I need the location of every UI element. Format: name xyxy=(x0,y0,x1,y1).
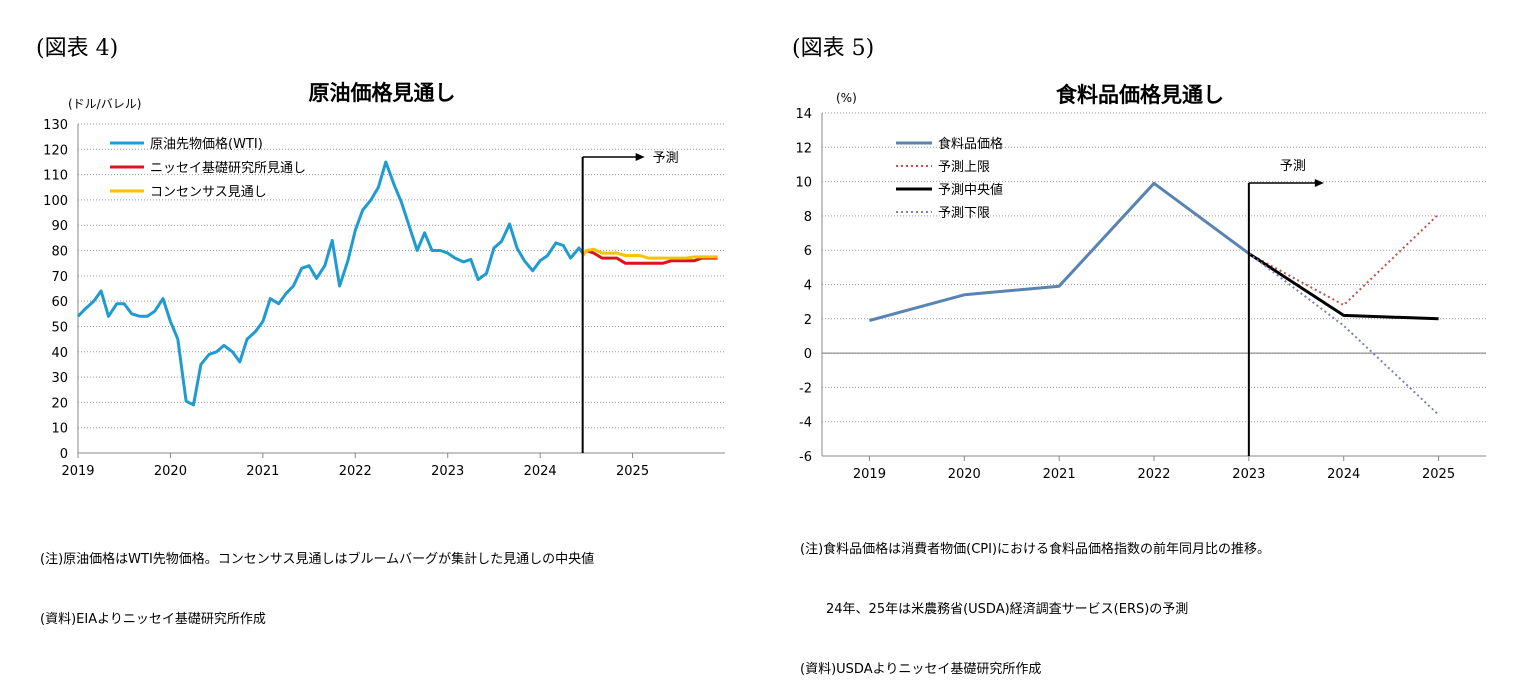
chart-title: 食料品価格見通し xyxy=(1056,83,1224,107)
y-tick-label: -2 xyxy=(799,381,812,396)
forecast-arrowhead xyxy=(1314,179,1324,187)
legend-label-3: 予測中央値 xyxy=(938,182,1003,198)
forecast-label: 予測 xyxy=(653,151,679,166)
y-tick-label: 0 xyxy=(804,347,812,362)
figure-4-notes: (注)原油価格はWTI先物価格。コンセンサス見通しはブルームバーグが集計した見通… xyxy=(40,510,594,650)
forecast-label: 予測 xyxy=(1280,159,1306,174)
y-tick-label: 8 xyxy=(804,210,812,225)
x-tick-label: 2021 xyxy=(1043,467,1076,482)
x-tick-label: 2020 xyxy=(948,467,981,482)
source-line: (資料)EIAよりニッセイ基礎研究所作成 xyxy=(40,612,266,627)
y-tick-label: 20 xyxy=(51,396,68,411)
x-tick-label: 2021 xyxy=(246,464,279,479)
x-tick-label: 2022 xyxy=(339,464,372,479)
y-tick-label: 10 xyxy=(51,422,68,437)
series-line-2 xyxy=(581,249,718,265)
y-axis-unit-label: (%) xyxy=(836,91,857,105)
source-line: (資料)USDAよりニッセイ基礎研究所作成 xyxy=(800,662,1042,677)
y-tick-label: 50 xyxy=(51,320,68,335)
y-tick-label: 80 xyxy=(51,245,68,260)
x-tick-label: 2022 xyxy=(1137,467,1170,482)
y-tick-label: 30 xyxy=(51,371,68,386)
figure-5-notes: (注)食料品価格は消費者物価(CPI)における食料品価格指数の前年同月比の推移。… xyxy=(800,500,1270,700)
forecast-arrowhead xyxy=(635,153,645,161)
legend-label-2: ニッセイ基礎研究所見通し xyxy=(150,161,306,176)
y-tick-label: 0 xyxy=(60,447,68,462)
x-tick-label: 2024 xyxy=(1327,467,1360,482)
y-tick-label: 2 xyxy=(804,313,812,328)
y-tick-label: 12 xyxy=(795,141,812,156)
x-tick-label: 2020 xyxy=(154,464,187,479)
note-line: (注)食料品価格は消費者物価(CPI)における食料品価格指数の前年同月比の推移。 xyxy=(800,542,1271,557)
legend-label-1: 原油先物価格(WTI) xyxy=(150,136,263,152)
y-tick-label: 110 xyxy=(43,169,68,184)
note-line: (注)原油価格はWTI先物価格。コンセンサス見通しはブルームバーグが集計した見通… xyxy=(40,552,595,567)
charts-canvas: 原油価格見通し(ドル/バレル)0102030405060708090100110… xyxy=(43,81,1486,482)
x-tick-label: 2023 xyxy=(1232,467,1265,482)
x-tick-label: 2019 xyxy=(853,467,886,482)
y-tick-label: 10 xyxy=(795,176,812,191)
x-tick-label: 2025 xyxy=(1422,467,1455,482)
y-axis-unit-label: (ドル/バレル) xyxy=(68,97,141,111)
series-line-3 xyxy=(1248,252,1439,321)
series-line-1 xyxy=(869,181,1250,322)
y-tick-label: 60 xyxy=(51,295,68,310)
y-tick-label: 40 xyxy=(51,346,68,361)
x-tick-label: 2019 xyxy=(61,464,94,479)
series-line-4 xyxy=(1248,252,1440,416)
chart-title: 原油価格見通し xyxy=(309,81,456,105)
y-tick-label: 6 xyxy=(804,244,812,259)
figure-4-label: (図表 4) xyxy=(36,36,119,61)
y-tick-label: 14 xyxy=(795,107,812,122)
y-tick-label: 90 xyxy=(51,219,68,234)
y-tick-label: 70 xyxy=(51,270,68,285)
y-tick-label: -6 xyxy=(799,450,812,465)
x-tick-label: 2025 xyxy=(616,464,649,479)
legend-label-2: 予測上限 xyxy=(938,160,990,175)
x-tick-label: 2024 xyxy=(524,464,557,479)
note-line: 24年、25年は米農務省(USDA)経済調査サービス(ERS)の予測 xyxy=(800,602,1189,617)
y-tick-label: 4 xyxy=(804,279,812,294)
y-tick-label: -4 xyxy=(799,416,812,431)
figure-5-label: (図表 5) xyxy=(792,36,875,61)
y-tick-label: 120 xyxy=(43,143,68,158)
series-line-3 xyxy=(581,247,718,260)
y-tick-label: 130 xyxy=(43,118,68,133)
legend-label-4: 予測下限 xyxy=(938,206,990,221)
legend-label-1: 食料品価格 xyxy=(938,136,1003,152)
series-line-1 xyxy=(76,160,584,407)
legend-label-3: コンセンサス見通し xyxy=(150,185,267,200)
x-tick-label: 2023 xyxy=(431,464,464,479)
series-line-2 xyxy=(1248,213,1440,307)
y-tick-label: 100 xyxy=(43,194,68,209)
